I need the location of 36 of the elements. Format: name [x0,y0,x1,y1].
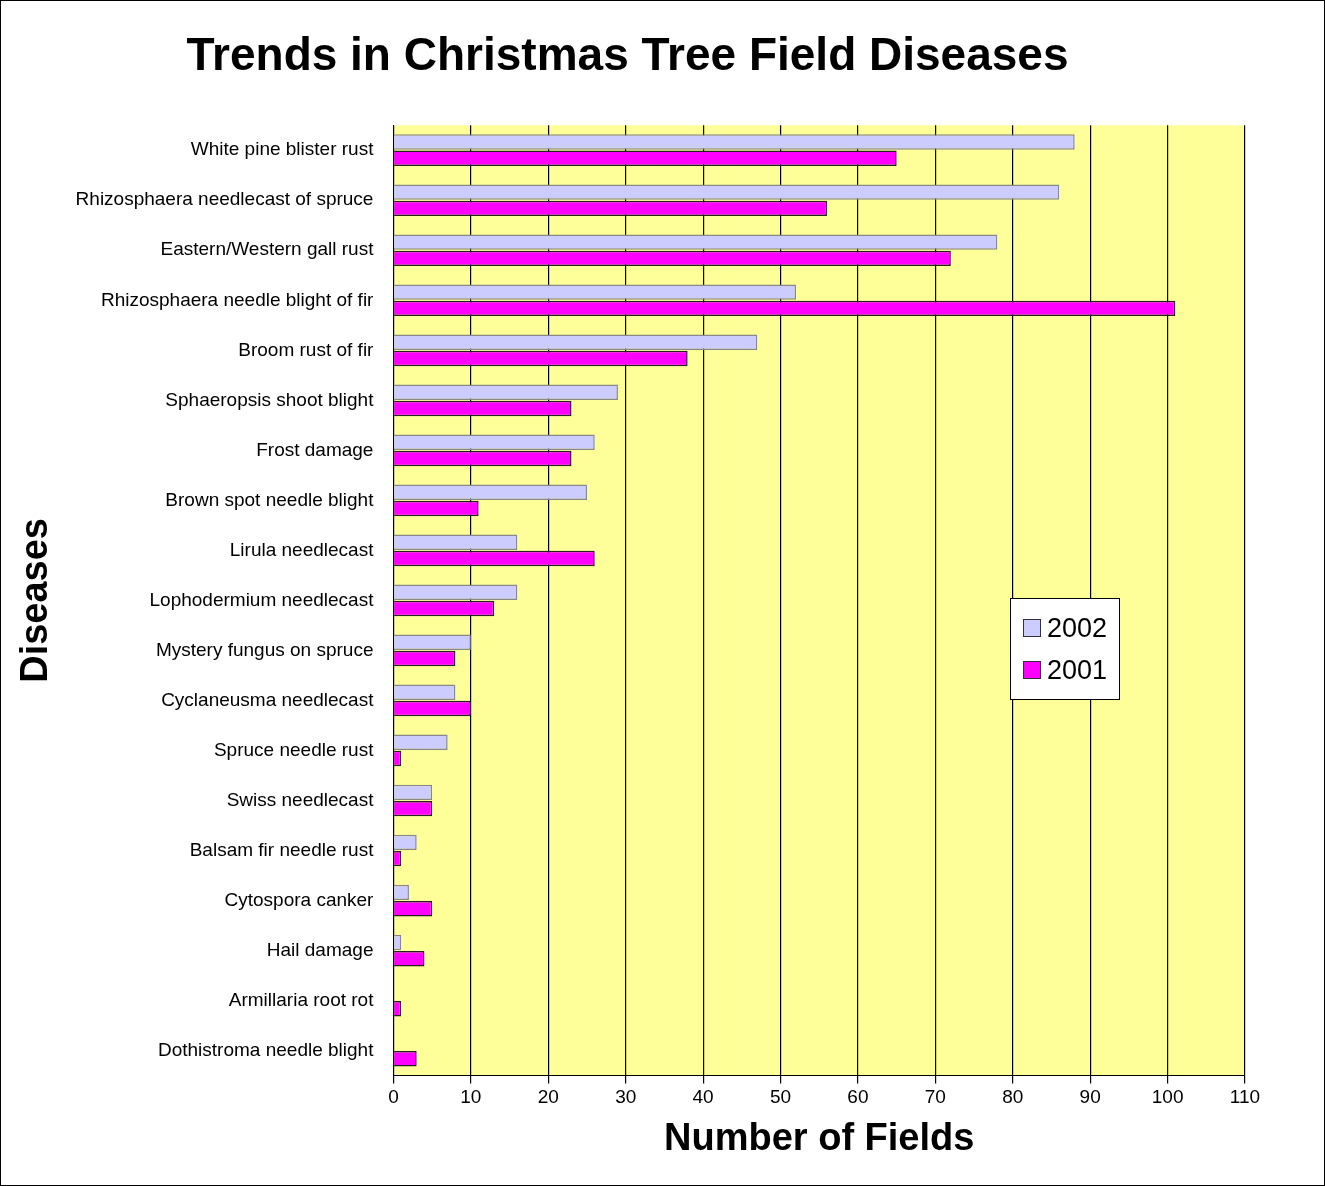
legend-label: 2001 [1046,654,1107,687]
y-tick-label: Swiss needlecast [226,788,375,810]
x-tick-label: 20 [537,1086,559,1108]
y-tick-label: Eastern/Western gall rust [160,238,375,260]
y-tick-label: Armillaria root rot [228,988,375,1010]
x-tick-label: 10 [460,1086,482,1108]
x-tick-label: 110 [1229,1086,1261,1108]
y-tick-label: Cytospora canker [224,888,375,910]
x-tick-label: 60 [847,1086,869,1108]
x-axis-title: Number of Fields [664,1115,975,1158]
y-tick-label: Hail damage [266,938,374,960]
x-tick-label: 0 [388,1086,399,1108]
x-tick-label: 40 [692,1086,714,1108]
y-tick-label: Spruce needle rust [213,738,375,760]
y-axis-title: Diseases [13,517,56,683]
y-tick-label: Mystery fungus on spruce [155,638,374,660]
legend-label: 2002 [1046,612,1107,645]
y-tick-label: Frost damage [256,438,374,460]
x-tick-label: 70 [924,1086,946,1108]
y-tick-label: Lirula needlecast [229,538,375,560]
x-tick-label: 100 [1151,1086,1184,1108]
y-tick-label: White pine blister rust [190,138,375,160]
x-tick-label: 90 [1079,1086,1101,1108]
y-tick-label: Dothistroma needle blight [157,1038,375,1060]
x-tick-label: 50 [769,1086,792,1108]
x-tick-label: 80 [1002,1086,1024,1108]
y-tick-label: Balsam fir needle rust [189,838,375,860]
y-tick-label: Rhizosphaera needlecast of spruce [75,188,374,210]
chart-title: Trends in Christmas Tree Field Diseases [186,28,1069,81]
y-tick-label: Sphaeropsis shoot blight [165,388,375,410]
y-tick-label: Cyclaneusma needlecast [161,688,375,710]
y-tick-label: Broom rust of fir [238,338,375,360]
y-tick-label: Rhizosphaera needle blight of fir [100,288,375,310]
y-tick-label: Lophodermium needlecast [149,588,375,610]
x-tick-label: 30 [615,1086,637,1108]
y-tick-label: Brown spot needle blight [165,488,375,510]
